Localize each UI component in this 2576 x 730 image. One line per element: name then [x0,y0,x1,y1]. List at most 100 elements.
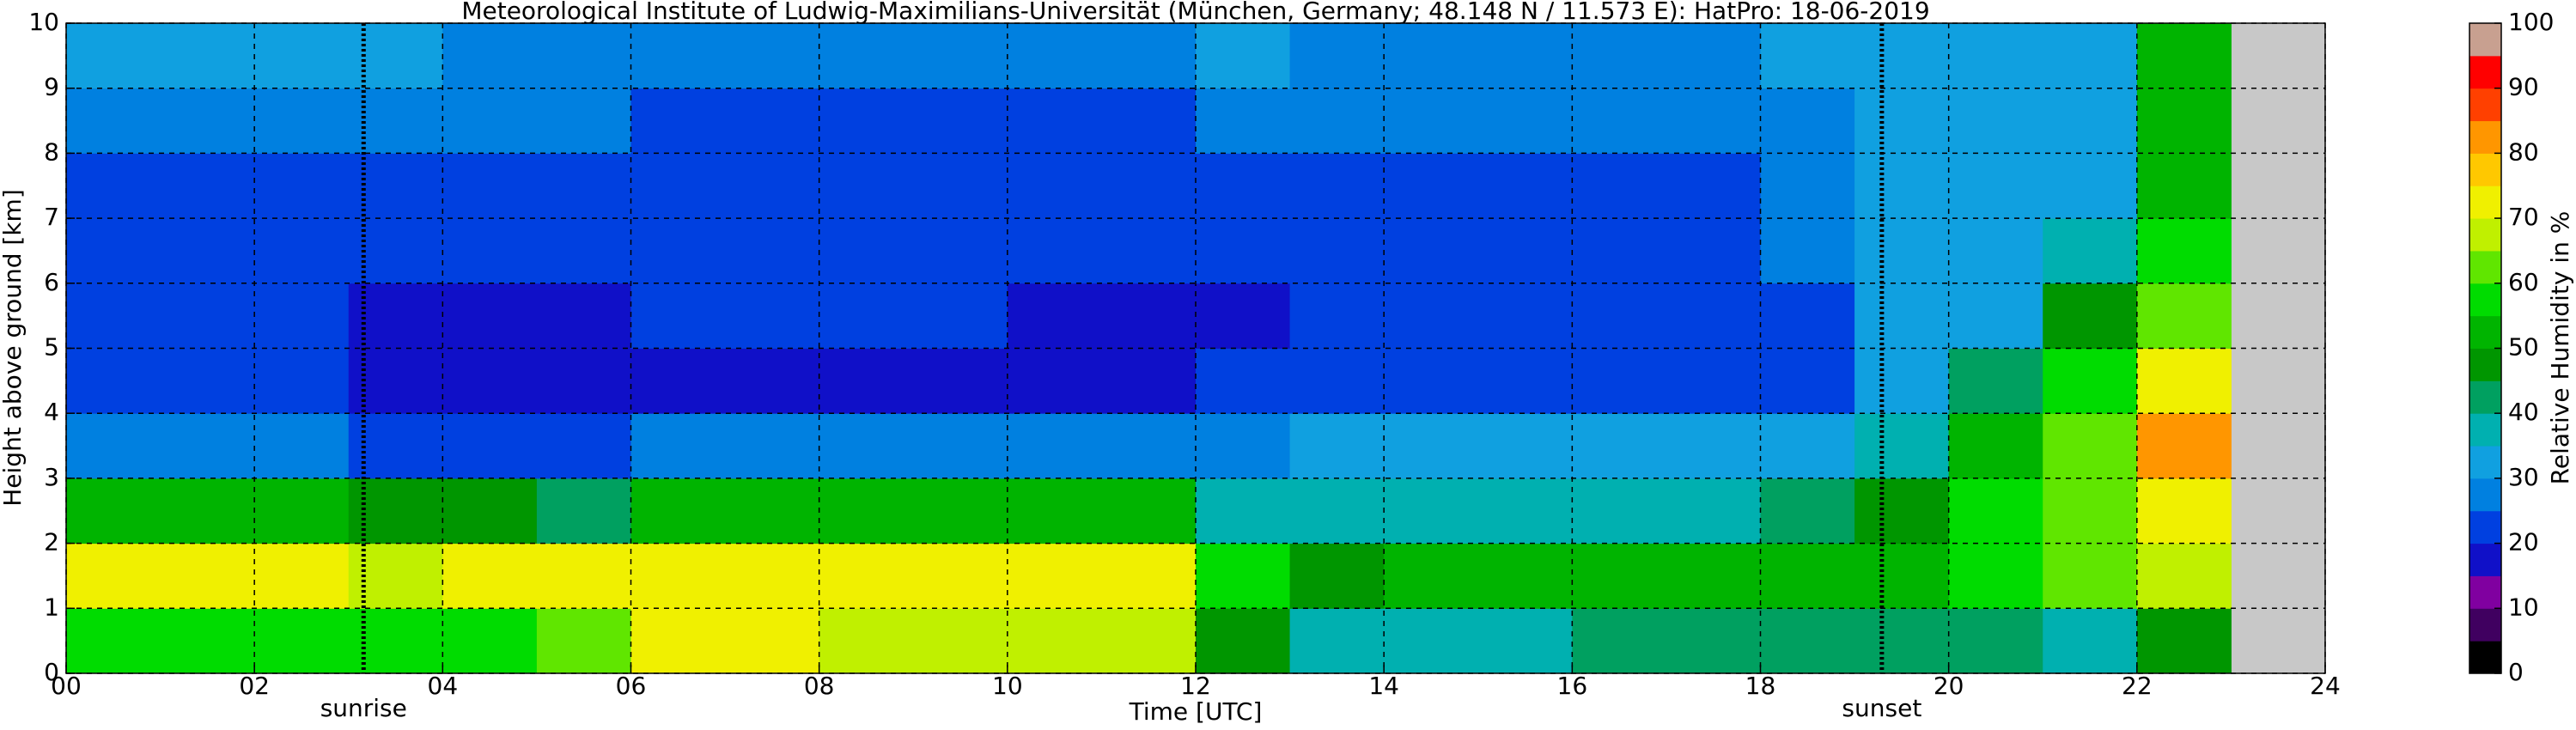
heat-cell [1477,283,1573,349]
heat-cell [442,543,538,609]
heat-cell [254,218,350,284]
heat-cell [536,153,631,219]
heat-cell [2043,413,2138,479]
colorbar-band [2469,608,2501,642]
heat-cell [1101,23,1197,89]
heat-cell [913,543,1008,609]
heat-cell [1196,88,1291,154]
heat-cell [1572,543,1667,609]
heat-cell [1384,608,1479,674]
heat-cell [1854,543,1950,609]
heat-cell [160,88,255,154]
heat-cell [1854,283,1950,349]
heat-cell [630,218,726,284]
heat-cell [1477,478,1573,544]
heat-cell [1289,543,1385,609]
x-tick-label: 10 [992,672,1023,700]
colorbar-band [2469,120,2501,154]
heat-cell [1101,543,1197,609]
heat-cell [66,153,161,219]
heat-cell [819,283,914,349]
heat-cell [1384,348,1479,414]
colorbar-tick-label: 80 [2508,137,2539,166]
heat-cell [630,413,726,479]
heat-cell [442,608,538,674]
heat-cell [1854,88,1950,154]
heat-cell [1854,348,1950,414]
colorbar-tick-label: 60 [2508,268,2539,296]
heat-cell [1196,413,1291,479]
heat-cell [2043,543,2138,609]
heat-cell [1196,218,1291,284]
heat-cell [1101,608,1197,674]
heat-cell [2043,88,2138,154]
heat-cell [1854,608,1950,674]
x-tick-label: 18 [1745,672,1776,700]
colorbar-tick-label: 0 [2508,658,2524,686]
colorbar-band [2469,23,2501,57]
heat-cell [1007,153,1102,219]
y-tick-label: 5 [44,333,59,362]
heat-cell [1948,23,2043,89]
heat-cell [160,23,255,89]
heat-cell [1854,478,1950,544]
heat-cell [1666,218,1761,284]
heat-cell [819,348,914,414]
heat-cell [66,23,161,89]
heat-cell [1948,218,2043,284]
heat-cell [725,543,820,609]
y-tick-label: 6 [44,268,59,296]
heat-cell [1007,478,1102,544]
heat-cell [1572,348,1667,414]
heat-cell [1760,543,1855,609]
y-tick-label: 8 [44,137,59,166]
heat-cell [1196,283,1291,349]
heat-cell [1007,413,1102,479]
heat-cell [2136,608,2232,674]
heat-cell [1196,23,1291,89]
heat-cell [536,413,631,479]
heat-cell [913,283,1008,349]
heat-cell [1101,478,1197,544]
heat-cell [1101,413,1197,479]
heat-cell [1384,543,1479,609]
heat-cell [725,478,820,544]
heat-cell [536,283,631,349]
heat-cell [1760,413,1855,479]
heat-cell [1007,608,1102,674]
heat-cell [1477,218,1573,284]
heat-cell [442,413,538,479]
heat-cell [1477,413,1573,479]
heat-cell [1384,218,1479,284]
heat-cell [2043,23,2138,89]
heat-cell [1760,218,1855,284]
heat-cell [2136,218,2232,284]
heat-cell [536,608,631,674]
heat-cell [66,478,161,544]
heat-cell [66,88,161,154]
heat-cell [1196,348,1291,414]
heat-cell [2136,348,2232,414]
heat-cell [1384,23,1479,89]
heat-cell [442,283,538,349]
heat-cell [1384,153,1479,219]
heat-cell [1384,413,1479,479]
heat-cell [1760,283,1855,349]
heat-cell [2043,283,2138,349]
colorbar-band [2469,218,2501,252]
heat-cell [254,413,350,479]
heat-cell [1666,88,1761,154]
heat-cell [2136,283,2232,349]
heat-cell [1101,153,1197,219]
heat-cell [1477,23,1573,89]
heat-cell [1289,88,1385,154]
heat-cell [160,218,255,284]
heat-cell [1007,88,1102,154]
heat-cell [1477,608,1573,674]
heat-cell [1760,23,1855,89]
colorbar-band [2469,55,2501,89]
heat-cell [1384,283,1479,349]
heat-cell [630,478,726,544]
y-axis-label: Height above ground [km] [0,189,27,507]
y-tick-label: 7 [44,203,59,231]
